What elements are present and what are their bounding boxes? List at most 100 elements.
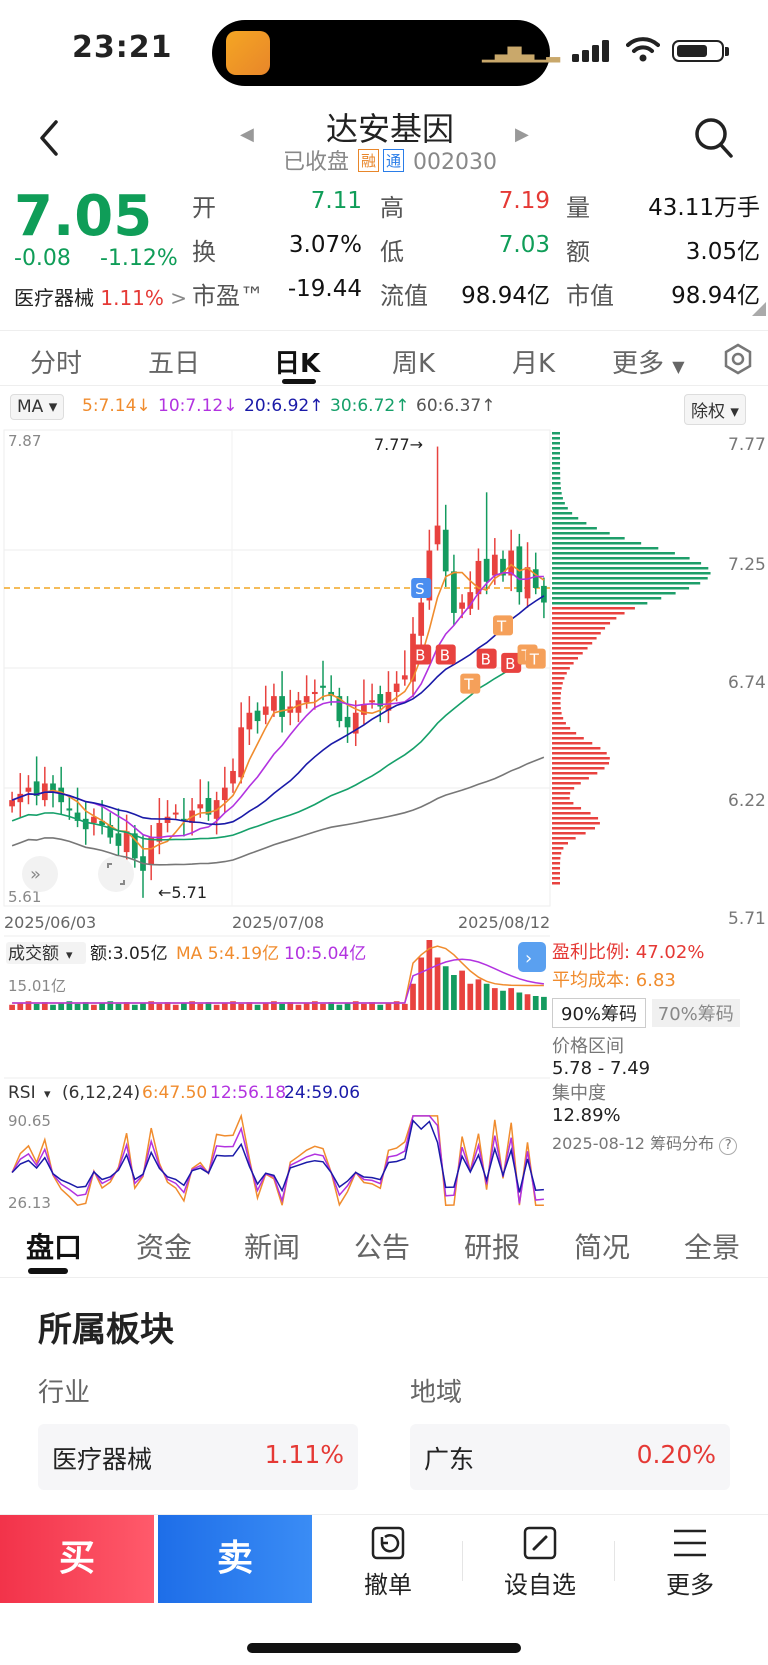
candle-body (99, 820, 105, 826)
prev-stock-icon[interactable]: ◀ (240, 124, 254, 145)
tab-news[interactable]: 新闻 (244, 1231, 301, 1264)
cancel-order-button[interactable]: 撤单 (338, 1525, 438, 1600)
sell-button[interactable]: 卖 (158, 1515, 312, 1603)
volume-amount: 额:3.05亿 (90, 944, 168, 964)
chip-bar (552, 787, 575, 790)
volume-bar (74, 1003, 81, 1010)
chip-70-button[interactable]: 70%筹码 (651, 999, 740, 1027)
kline-chart[interactable]: SBBTBTBTT 7.87 5.61 7.77 7.25 6.74 6.22 … (0, 428, 768, 1218)
adjust-selector[interactable]: 除权 ▾ (684, 394, 746, 425)
chip-bar (552, 842, 569, 845)
volume-bar (344, 1003, 351, 1010)
candle-body (491, 554, 498, 576)
back-icon[interactable] (34, 118, 64, 158)
fullscreen-icon (107, 863, 125, 885)
tab-funds[interactable]: 资金 (136, 1231, 193, 1264)
volume-bar (369, 1002, 375, 1010)
tab-monthly-k[interactable]: 月K (512, 349, 556, 379)
audio-wave-icon: ▁▃▆▃▁▂ (482, 42, 560, 63)
industry-link[interactable]: 医疗器械 1.11% > (14, 282, 187, 311)
edit-icon (523, 1526, 557, 1560)
chip-bar (552, 592, 676, 595)
candle-body (500, 558, 506, 576)
chip-bar (552, 482, 561, 485)
tab-order-book[interactable]: 盘口 (26, 1231, 83, 1264)
help-icon[interactable]: ? (719, 1137, 738, 1155)
rsi-line (11, 1115, 544, 1204)
volume-bar (230, 1001, 236, 1010)
tab-announcements[interactable]: 公告 (354, 1231, 411, 1264)
battery-tip (725, 47, 729, 56)
chip-bar (552, 782, 581, 785)
chip-bar (552, 497, 563, 500)
chip-bar (552, 717, 564, 720)
volume-bar (140, 1003, 146, 1010)
quote-label-low: 低 (380, 238, 404, 266)
candle-body (164, 816, 171, 823)
volume-selector-label: 成交额 (8, 944, 59, 964)
volume-ma-lines (12, 945, 545, 1004)
tab-more[interactable]: 更多 ▼ (612, 343, 685, 380)
volume-bar (58, 1003, 65, 1010)
chip-bar (552, 852, 562, 855)
buy-button[interactable]: 买 (0, 1515, 154, 1603)
region-label: 地域 (410, 1378, 463, 1408)
add-watchlist-button[interactable]: 设自选 (490, 1525, 590, 1600)
chip-bar (552, 607, 635, 610)
chip-bar (552, 467, 561, 470)
candle-body (524, 567, 531, 599)
ma10-value: 10:7.12↓ (158, 396, 238, 416)
volume-bar (123, 1002, 130, 1010)
industry-card[interactable]: 医疗器械 1.11% (38, 1424, 358, 1490)
search-icon[interactable] (694, 116, 734, 160)
chip-bar (552, 507, 568, 510)
chart-settings-icon[interactable] (722, 343, 754, 375)
candle-body (393, 683, 400, 692)
region-card[interactable]: 广东 0.20% (410, 1424, 730, 1490)
expand-corner-icon[interactable] (752, 302, 766, 316)
candle-body (295, 700, 302, 713)
chip-bar (552, 777, 589, 780)
candle-body (74, 812, 81, 821)
active-tab-indicator (282, 379, 316, 384)
volume-bar (442, 966, 449, 1010)
trade-marker-label: B (440, 647, 450, 665)
toolbar-divider (462, 1541, 463, 1581)
tab-research[interactable]: 研报 (464, 1231, 521, 1264)
next-stock-icon[interactable]: ▶ (515, 124, 529, 145)
tab-overview[interactable]: 全景 (684, 1231, 741, 1264)
candle-body (434, 525, 441, 545)
tab-profile[interactable]: 简况 (574, 1231, 631, 1264)
volume-bar (467, 983, 474, 1010)
candle-body (25, 787, 32, 792)
ma20-value: 20:6.92↑ (244, 396, 324, 416)
rsi-6: 6:47.50 (142, 1083, 207, 1103)
trade-marker (460, 673, 481, 694)
chip-bar (552, 752, 607, 755)
chip-bar (552, 437, 561, 440)
volume-bar (377, 1004, 384, 1010)
ma-selector[interactable]: MA ▾ (10, 394, 65, 420)
volume-bar (205, 1002, 212, 1010)
candle-body (172, 812, 179, 815)
more-button[interactable]: 更多 (640, 1525, 740, 1600)
trade-marker (501, 652, 522, 673)
chip-bar (552, 862, 561, 865)
volume-bar (164, 1002, 171, 1010)
chip-bar (552, 582, 701, 585)
chip-bar (552, 542, 642, 545)
trade-markers: SBBTBTBTT (411, 577, 546, 694)
tab-five-day[interactable]: 五日 (148, 349, 201, 379)
tab-weekly-k[interactable]: 周K (392, 349, 436, 379)
volume-caret-icon: ▾ (66, 948, 73, 963)
candle-body (181, 818, 187, 821)
volume-selector (6, 942, 86, 964)
tab-intraday[interactable]: 分时 (30, 349, 83, 379)
quote-label-high: 高 (380, 194, 404, 222)
chip-90-button[interactable]: 90%筹码 (552, 998, 647, 1028)
candle-body (385, 691, 392, 711)
candle-body (369, 700, 375, 703)
tab-daily-k[interactable]: 日K (274, 349, 321, 379)
candles (9, 446, 547, 898)
chip-bar (552, 512, 573, 515)
